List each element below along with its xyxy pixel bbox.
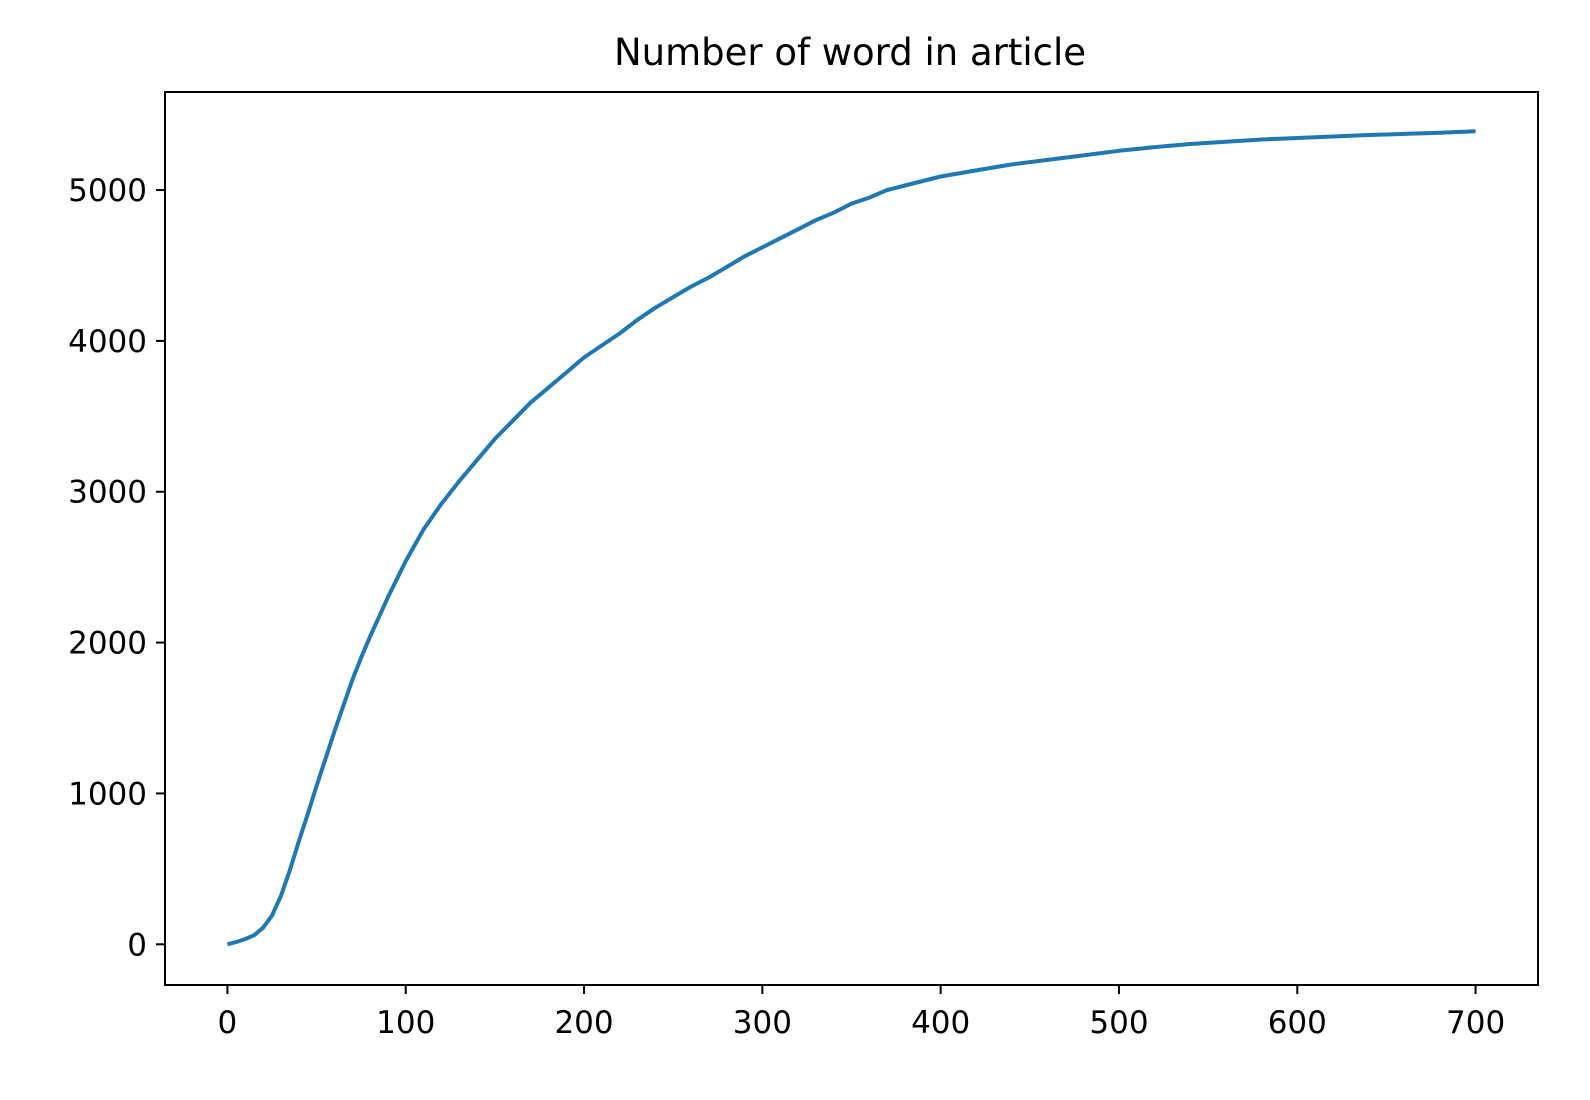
y-tick-label: 3000	[68, 475, 147, 511]
x-tick-label: 200	[554, 1005, 613, 1041]
y-axis: 0 1000 2000 3000 4000 5000	[68, 173, 165, 963]
y-tick-label: 2000	[68, 626, 147, 662]
x-tick-label: 500	[1089, 1005, 1148, 1041]
y-tick-label: 5000	[68, 173, 147, 209]
x-tick-label: 100	[376, 1005, 435, 1041]
x-tick-label: 400	[911, 1005, 970, 1041]
axes-frame	[164, 91, 1539, 986]
y-tick-label: 0	[127, 927, 147, 963]
x-tick-label: 300	[733, 1005, 792, 1041]
y-tick-label: 1000	[68, 776, 147, 812]
y-tick-label: 4000	[68, 324, 147, 360]
x-axis: 0 100 200 300 400 500 600 700	[218, 985, 1505, 1041]
x-tick-label: 0	[218, 1005, 238, 1041]
x-tick-label: 700	[1446, 1005, 1505, 1041]
plot-area	[226, 129, 1476, 947]
series-line	[226, 129, 1476, 947]
chart-title: Number of word in article	[614, 31, 1086, 74]
x-tick-label: 600	[1268, 1005, 1327, 1041]
